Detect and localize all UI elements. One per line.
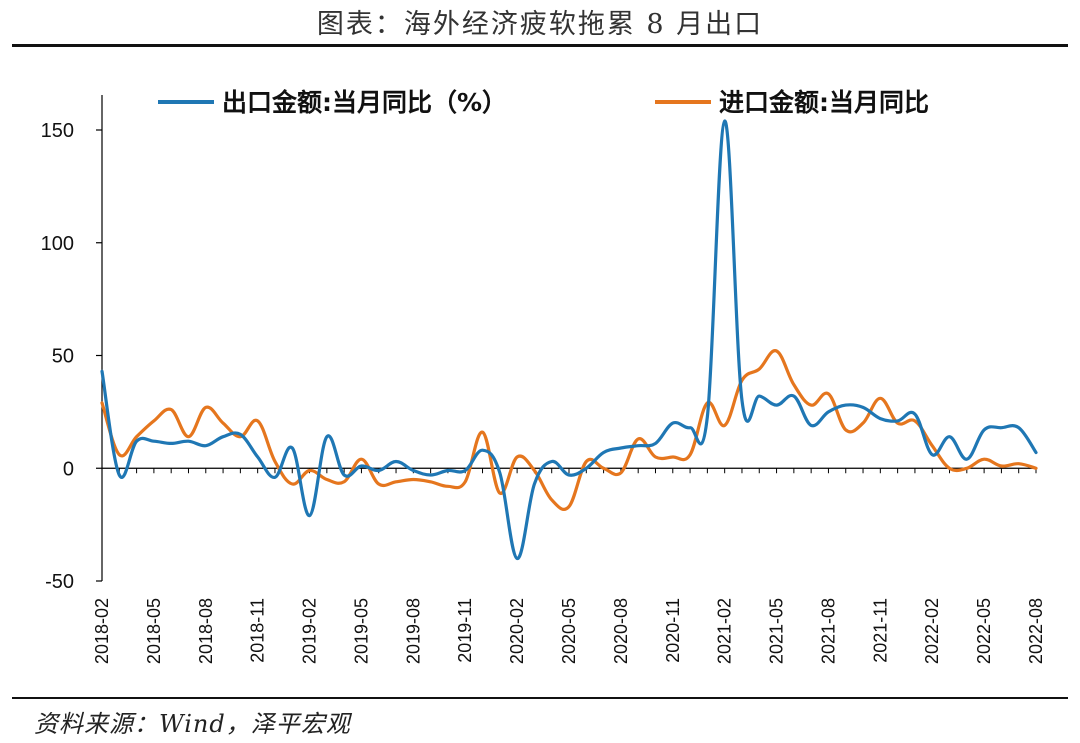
y-tick-label: 0 <box>63 458 74 480</box>
x-tick-label: 2019-11 <box>455 598 475 663</box>
x-tick-label: 2020-02 <box>507 598 527 664</box>
x-tick-label: 2019-02 <box>300 598 320 664</box>
source-note: 资料来源：Wind，泽平宏观 <box>34 710 351 738</box>
y-tick-label: 150 <box>41 120 74 142</box>
x-tick-label: 2019-08 <box>403 598 423 664</box>
x-tick-label: 2022-05 <box>974 598 994 664</box>
legend: 出口金额:当月同比（%） 进口金额:当月同比 <box>158 88 929 117</box>
legend-export-label: 出口金额:当月同比（%） <box>222 88 507 117</box>
x-tick-label: 2022-08 <box>1026 598 1046 664</box>
x-tick-label: 2020-11 <box>663 598 683 663</box>
top-rule <box>12 44 1068 47</box>
x-tick-label: 2018-11 <box>248 598 268 663</box>
x-tick-label: 2022-02 <box>922 598 942 664</box>
y-tick-label: 100 <box>41 233 74 255</box>
chart-title: 图表：海外经济疲软拖累 8 月出口 <box>316 9 764 40</box>
legend-import-label: 进口金额:当月同比 <box>719 88 929 117</box>
series-lines <box>100 119 1038 561</box>
x-tick-label: 2021-11 <box>870 598 890 663</box>
import-yoy-line <box>100 349 1038 511</box>
x-tick-label: 2021-02 <box>715 598 735 664</box>
x-tick-label: 2018-05 <box>144 598 164 664</box>
x-tick-label: 2021-05 <box>767 598 787 664</box>
x-tick-label: 2018-02 <box>92 598 112 664</box>
y-tick-label: -50 <box>45 571 74 593</box>
x-tick-label: 2019-05 <box>351 598 371 664</box>
x-tick-label: 2020-05 <box>559 598 579 664</box>
x-tick-label: 2021-08 <box>818 598 838 664</box>
x-tick-label: 2018-08 <box>196 598 216 664</box>
export-yoy-line <box>100 119 1038 561</box>
y-tick-label: 50 <box>52 346 74 368</box>
axes: -50 0 50 100 150 2018-02 2018-05 2018-08 2018-11… <box>41 95 1046 664</box>
x-tick-label: 2020-08 <box>611 598 631 664</box>
bottom-rule <box>12 697 1068 699</box>
